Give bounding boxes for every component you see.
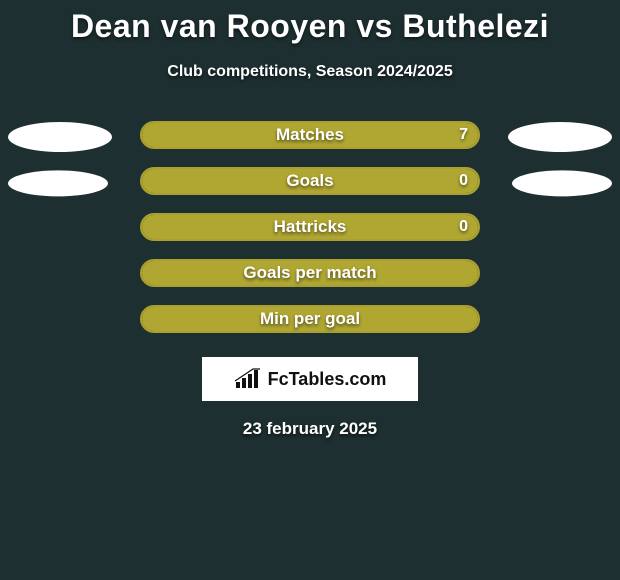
stat-row: Goals0 — [0, 163, 620, 209]
stat-value: 0 — [459, 215, 468, 239]
bar-chart-icon — [234, 368, 262, 390]
stat-row: Matches7 — [0, 117, 620, 163]
stat-label: Matches — [142, 123, 478, 147]
stat-value: 7 — [459, 123, 468, 147]
stat-bar: Hattricks0 — [140, 213, 480, 241]
stat-row: Goals per match — [0, 255, 620, 301]
stat-value: 0 — [459, 169, 468, 193]
stats-rows: Matches7Goals0Hattricks0Goals per matchM… — [0, 117, 620, 347]
comparison-infographic: Dean van Rooyen vs Buthelezi Club compet… — [0, 0, 620, 580]
stat-bar: Goals0 — [140, 167, 480, 195]
logo-text: FcTables.com — [268, 369, 387, 390]
stat-row: Hattricks0 — [0, 209, 620, 255]
page-title: Dean van Rooyen vs Buthelezi — [0, 0, 620, 45]
stat-label: Min per goal — [142, 307, 478, 331]
stat-row: Min per goal — [0, 301, 620, 347]
stat-bar: Matches7 — [140, 121, 480, 149]
stat-label: Goals per match — [142, 261, 478, 285]
stat-bar: Goals per match — [140, 259, 480, 287]
ellipse-marker-left — [8, 122, 112, 152]
stat-label: Goals — [142, 169, 478, 193]
stat-bar: Min per goal — [140, 305, 480, 333]
ellipse-marker-right — [512, 170, 612, 196]
ellipse-marker-right — [508, 122, 612, 152]
generated-date: 23 february 2025 — [0, 419, 620, 439]
page-subtitle: Club competitions, Season 2024/2025 — [0, 63, 620, 81]
logo-box: FcTables.com — [202, 357, 418, 401]
ellipse-marker-left — [8, 170, 108, 196]
stat-label: Hattricks — [142, 215, 478, 239]
